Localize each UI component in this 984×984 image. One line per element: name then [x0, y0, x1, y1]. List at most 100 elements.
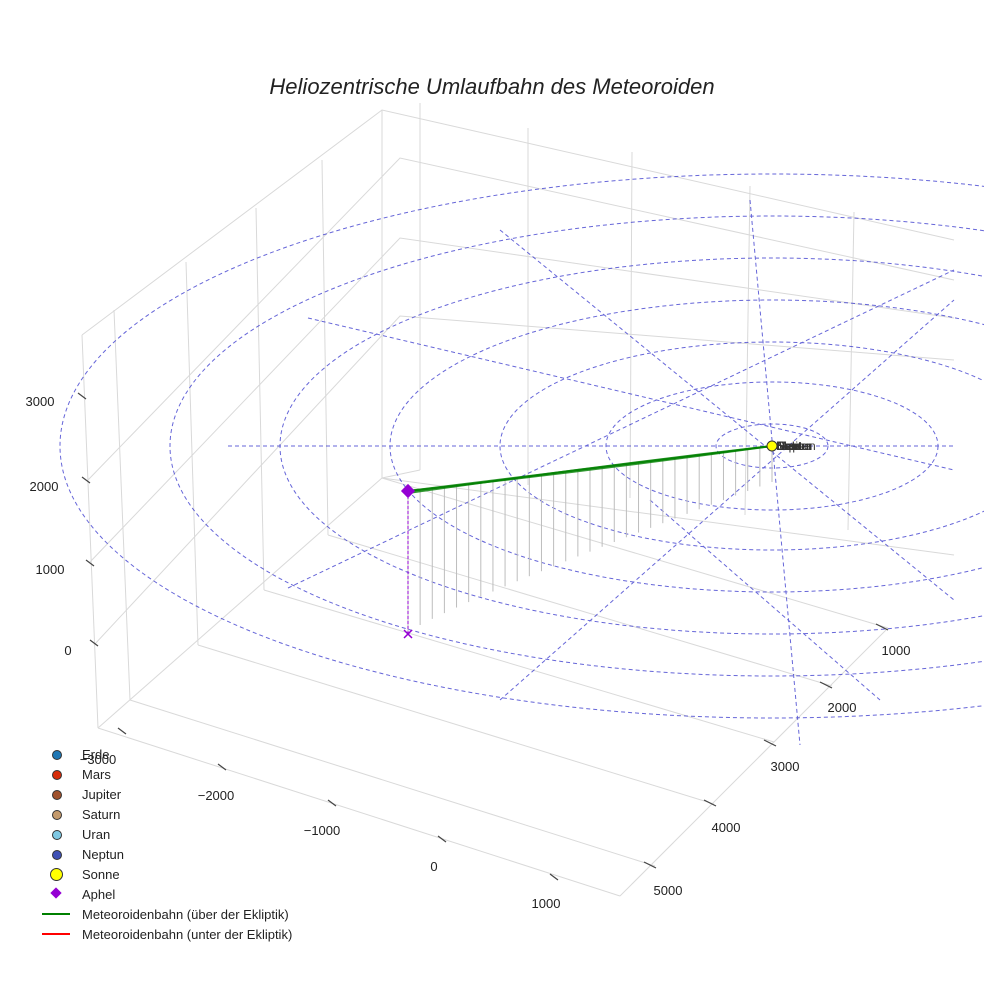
- x-tick-label: −3000: [80, 752, 117, 767]
- planet-label: Jupiter: [776, 439, 812, 453]
- grid-line: [847, 211, 855, 531]
- legend-item[interactable]: Neptun: [48, 844, 292, 864]
- orbit-path[interactable]: [407, 445, 773, 494]
- grid-line: [87, 157, 955, 481]
- meteoroid-orbit[interactable]: [407, 445, 773, 494]
- legend-label: Uran: [82, 826, 111, 842]
- grid-line: [81, 334, 99, 729]
- y-tick-mark: [703, 799, 717, 807]
- ecliptic-radial: [749, 199, 801, 746]
- line-icon: [42, 913, 70, 915]
- z-tick-mark: [85, 559, 95, 567]
- y-tick-mark: [819, 681, 833, 689]
- legend-item[interactable]: Erde: [48, 744, 292, 764]
- x-tick-mark: [549, 873, 559, 881]
- legend-label: Meteoroidenbahn (über der Ekliptik): [82, 906, 289, 922]
- planet-label: Sonne: [776, 439, 811, 453]
- legend-item[interactable]: Sonne: [48, 864, 292, 884]
- legend-label: Erde: [82, 746, 110, 762]
- aphel-group[interactable]: [400, 483, 416, 639]
- legend-symbol: [48, 864, 78, 884]
- legend-item[interactable]: Uran: [48, 824, 292, 844]
- legend-item[interactable]: Meteoroidenbahn (über der Ekliptik): [42, 904, 292, 924]
- x-tick-mark: [437, 835, 447, 843]
- grid-line: [744, 185, 751, 516]
- legend-label: Neptun: [82, 846, 124, 862]
- y-tick-label: 1000: [882, 643, 911, 658]
- legend-item[interactable]: Saturn: [48, 804, 292, 824]
- diamond-icon: [50, 887, 62, 899]
- grid-line: [619, 627, 889, 897]
- legend-symbol: [42, 924, 78, 944]
- grid-line: [197, 644, 715, 805]
- y-tick-mark: [643, 861, 657, 869]
- legend-symbol: [48, 764, 78, 784]
- legend-symbol: [48, 824, 78, 844]
- dot-icon: [52, 790, 62, 800]
- grid-line: [97, 727, 621, 897]
- x-tick-label: 0: [430, 859, 437, 874]
- grid-line: [629, 151, 633, 499]
- grid-line: [327, 534, 833, 687]
- plot-box: [81, 103, 955, 897]
- planet-label: Uran: [776, 439, 802, 453]
- y-tick-label: 5000: [654, 883, 683, 898]
- line-icon: [42, 933, 70, 935]
- x-tick-mark: [117, 727, 127, 735]
- ecliptic-grid: [59, 173, 984, 746]
- dot-icon: [52, 850, 62, 860]
- legend-symbol: [48, 884, 78, 904]
- chart-title: Heliozentrische Umlaufbahn des Meteoroid…: [269, 74, 715, 99]
- x-tick-label: −2000: [198, 788, 235, 803]
- legend-item[interactable]: Jupiter: [48, 784, 292, 804]
- legend-symbol: [48, 804, 78, 824]
- y-tick-label: 2000: [828, 700, 857, 715]
- grid-line: [81, 109, 955, 336]
- ecliptic-radial: [649, 499, 881, 701]
- sun-marker[interactable]: [766, 440, 778, 452]
- grid-line: [263, 589, 775, 743]
- sun-icon: [50, 868, 63, 881]
- z-tick-mark: [81, 476, 91, 484]
- grid-line: [185, 261, 199, 646]
- ecliptic-radial: [287, 269, 955, 589]
- x-tick-mark: [217, 763, 227, 771]
- aphel-marker[interactable]: [400, 483, 416, 499]
- grid-line: [97, 477, 383, 729]
- dot-icon: [52, 770, 62, 780]
- grid-line: [321, 159, 329, 536]
- legend-label: Meteoroidenbahn (unter der Ekliptik): [82, 926, 293, 942]
- legend-item[interactable]: Mars: [48, 764, 292, 784]
- grid-line: [381, 477, 889, 629]
- planet-label: Neptun: [777, 439, 816, 453]
- grid-line: [113, 309, 131, 701]
- ecliptic-ring: [499, 341, 984, 551]
- z-tick-label: 3000: [26, 394, 55, 409]
- z-tick-mark: [77, 392, 87, 400]
- planet-label: Saturn: [777, 439, 812, 453]
- z-tick-label: 1000: [36, 562, 65, 577]
- aphel-projection-marker: [403, 629, 413, 639]
- ecliptic-radial: [499, 299, 955, 701]
- y-tick-label: 3000: [771, 759, 800, 774]
- legend-item[interactable]: Meteoroidenbahn (unter der Ekliptik): [42, 924, 293, 944]
- grid-line: [381, 469, 421, 479]
- legend-label: Saturn: [82, 806, 121, 822]
- x-tick-label: 1000: [532, 896, 561, 911]
- grid-line: [129, 699, 656, 867]
- axis-ticks: 0 1000 2000 3000 −3000 −2000 −1000 0 1000 1000 200…: [26, 392, 911, 911]
- legend-symbol: [48, 844, 78, 864]
- z-tick-mark: [89, 639, 99, 647]
- legend-label: Aphel: [82, 886, 116, 902]
- dot-icon: [52, 810, 62, 820]
- legend[interactable]: Erde Mars Jupiter Saturn Uran Neptun Sonne Aphe…: [42, 744, 293, 944]
- grid-line: [381, 477, 955, 556]
- drop-lines: [407, 446, 773, 632]
- y-tick-mark: [875, 623, 889, 631]
- planet-label: Mars: [777, 439, 804, 453]
- grid-line: [93, 315, 955, 646]
- ecliptic-ring: [169, 215, 984, 677]
- legend-item[interactable]: Aphel: [48, 884, 292, 904]
